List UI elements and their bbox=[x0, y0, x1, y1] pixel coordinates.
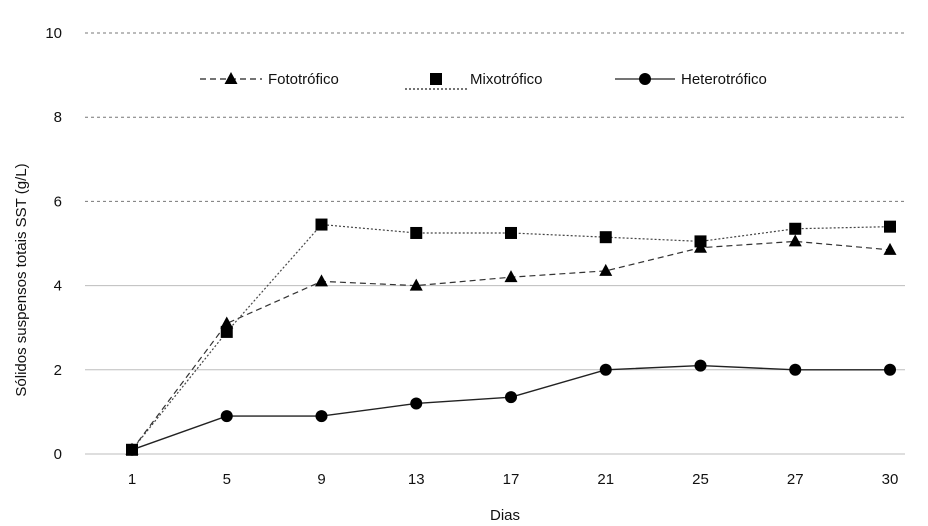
y-tick-label: 6 bbox=[54, 193, 62, 210]
y-axis-label: Sólidos suspensos totais SST (g/L) bbox=[13, 163, 30, 396]
data-point bbox=[315, 218, 328, 231]
grid-lines bbox=[85, 32, 905, 455]
y-tick-label: 8 bbox=[54, 109, 62, 126]
legend-label: Mixotrófico bbox=[470, 71, 543, 88]
data-point bbox=[504, 270, 518, 283]
x-axis-ticks: 1 5 9 13 17 21 25 27 30 bbox=[128, 471, 899, 488]
y-tick-label: 0 bbox=[54, 446, 62, 463]
legend-label: Heterotrófico bbox=[681, 71, 767, 88]
data-point bbox=[884, 363, 896, 376]
y-tick-label: 10 bbox=[45, 25, 62, 42]
x-tick-label: 25 bbox=[692, 471, 709, 488]
x-axis-label: Dias bbox=[490, 507, 520, 524]
legend-label: Fototrófico bbox=[268, 71, 339, 88]
legend-item: Fototrófico bbox=[200, 71, 339, 88]
series-fototr-fico bbox=[125, 234, 897, 455]
data-point bbox=[126, 443, 138, 456]
data-point bbox=[409, 278, 423, 291]
data-point bbox=[220, 410, 233, 423]
x-tick-label: 5 bbox=[223, 471, 231, 488]
legend-marker bbox=[224, 72, 238, 84]
data-point bbox=[788, 234, 802, 247]
x-tick-label: 30 bbox=[882, 471, 899, 488]
data-point bbox=[599, 231, 612, 244]
x-tick-label: 9 bbox=[317, 471, 325, 488]
x-tick-label: 27 bbox=[787, 471, 804, 488]
x-tick-label: 13 bbox=[408, 471, 425, 488]
legend-marker bbox=[639, 73, 651, 85]
series-heterotr-fico bbox=[126, 359, 896, 456]
legend: Fototrófico Mixotrófico Heterotrófico bbox=[200, 71, 767, 90]
y-tick-label: 2 bbox=[54, 362, 62, 379]
data-point bbox=[883, 242, 897, 255]
legend-marker bbox=[430, 73, 442, 85]
legend-item: Heterotrófico bbox=[615, 71, 767, 88]
data-point bbox=[789, 222, 802, 235]
series-lines bbox=[125, 218, 897, 456]
data-point bbox=[694, 359, 707, 372]
data-point bbox=[315, 410, 328, 423]
series-mixotr-fico bbox=[126, 218, 896, 456]
x-tick-label: 17 bbox=[503, 471, 520, 488]
data-point bbox=[599, 363, 612, 376]
y-axis-ticks: 0 2 4 6 8 10 bbox=[45, 25, 62, 463]
data-point bbox=[884, 220, 896, 233]
legend-item: Mixotrófico bbox=[405, 71, 543, 90]
data-point bbox=[505, 391, 517, 404]
data-point bbox=[315, 274, 328, 287]
data-point bbox=[505, 226, 517, 239]
x-tick-label: 1 bbox=[128, 471, 136, 488]
data-point bbox=[789, 363, 802, 376]
data-point bbox=[220, 325, 233, 338]
data-point bbox=[220, 316, 234, 329]
y-tick-label: 4 bbox=[54, 278, 62, 295]
data-point bbox=[599, 263, 613, 276]
series-line bbox=[131, 364, 890, 451]
data-point bbox=[410, 397, 423, 410]
data-point bbox=[694, 235, 707, 248]
data-point bbox=[410, 226, 423, 239]
x-tick-label: 21 bbox=[597, 471, 614, 488]
